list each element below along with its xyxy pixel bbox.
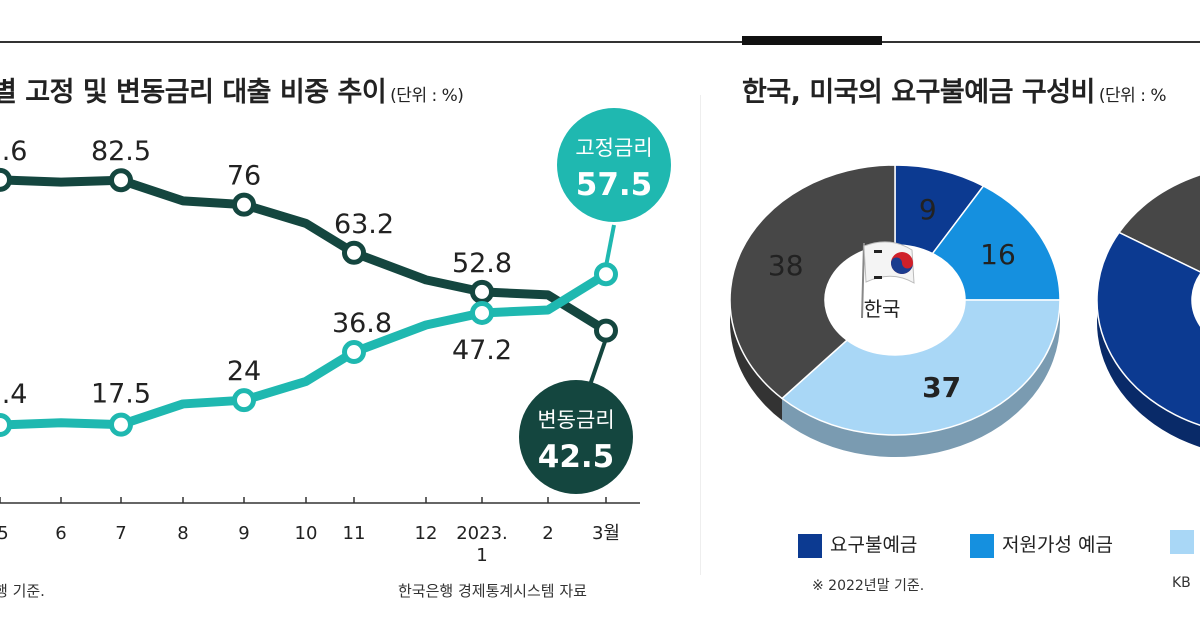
callout-float-value: 42.5 [538, 439, 615, 475]
korea-flag-icon [861, 241, 915, 319]
series-1-label-6: 36.8 [332, 308, 392, 339]
x-tick-label-8: 2023. [456, 523, 508, 544]
right-chart-title-text: 한국, 미국의 요구불예금 구성비 [742, 77, 1095, 108]
left-chart-unit: (단위 : %) [390, 86, 464, 106]
x-tick-label-10: 3월 [592, 523, 620, 544]
series-1-point-6 [342, 340, 366, 365]
x-tick-label-5: 10 [295, 523, 318, 544]
callout-fixed-leader [604, 224, 616, 267]
panel-divider [700, 95, 701, 575]
series-0-point-0 [0, 167, 12, 192]
series-1-point-2 [109, 412, 133, 437]
series-1-label-0: 7.4 [0, 379, 27, 410]
flag-pole [861, 242, 865, 319]
callout-float-leader [588, 337, 608, 386]
section-marker-bar [742, 36, 882, 45]
flag-taeguk-blue [891, 257, 913, 274]
series-1-point-4 [232, 388, 256, 413]
pie1-hole [1192, 274, 1200, 326]
series-0-label-4: 76 [227, 161, 261, 192]
series-1-point-10 [594, 262, 618, 287]
legend-swatch-0 [798, 533, 822, 558]
series-0-label-8: 52.8 [452, 248, 512, 279]
legend-swatch-1 [970, 533, 994, 558]
right-chart-title: 한국, 미국의 요구불예금 구성비 (단위 : % [742, 70, 1167, 109]
top-rule [0, 41, 1200, 43]
pie0-slice-label-0: 9 [919, 193, 937, 226]
left-source: 한국은행 경제통계시스템 자료 [398, 582, 587, 600]
x-tick-label-4: 9 [238, 523, 249, 544]
x-tick-label-0: 5 [0, 523, 9, 544]
x-tick-label-1: 6 [55, 523, 66, 544]
legend-label-1: 저원가성 예금 [1002, 534, 1113, 556]
series-0-point-8 [470, 279, 494, 304]
pie1-slice-0 [1117, 174, 1200, 273]
legend-label-0: 요구불예금 [830, 534, 918, 556]
series-0-point-10 [594, 318, 618, 343]
left-chart-title: 별 고정 및 변동금리 대출 비중 추이 (단위 : %) [0, 70, 464, 109]
callout-float-bubble [519, 380, 633, 494]
legend-swatch-2 [1170, 530, 1194, 554]
callout-float-name: 변동금리 [537, 408, 614, 432]
legend-item-1: 저원가성 예금 [970, 530, 1113, 558]
pie1-slice-side-3 [1097, 232, 1200, 448]
x-tick-label-9: 2 [542, 523, 553, 544]
left-chart-title-text: 별 고정 및 변동금리 대출 비중 추이 [0, 77, 387, 108]
pie0-slice-label-3: 38 [768, 249, 804, 282]
series-0-point-4 [232, 192, 256, 217]
right-source: KB [1172, 575, 1191, 591]
series-1-point-8 [470, 300, 494, 325]
flag-trigram-1 [874, 250, 882, 253]
pie0-slice-label-2: 37 [922, 371, 961, 404]
series-0-point-6 [342, 240, 366, 265]
series-line-1 [0, 269, 611, 430]
series-0-label-2: 82.5 [91, 136, 151, 167]
series-1-label-8: 47.2 [452, 335, 512, 366]
callout-fixed-name: 고정금리 [575, 136, 652, 160]
pie0-center-label: 한국 [864, 297, 901, 321]
series-0-label-0: 2.6 [0, 136, 27, 167]
callout-fixed-bubble [557, 108, 671, 222]
pie0-slice-side-2 [782, 300, 1060, 457]
x-tick-label-8-line2: 1 [476, 545, 487, 566]
legend-item-2 [1170, 530, 1200, 554]
pie0-hole [825, 245, 965, 355]
left-footnote: 행 기준. [0, 582, 45, 600]
x-tick-label-2: 7 [115, 523, 126, 544]
series-1-label-2: 17.5 [91, 379, 151, 410]
x-tick-label-7: 12 [415, 523, 438, 544]
callout-fixed-value: 57.5 [576, 167, 653, 203]
right-chart-unit: (단위 : % [1098, 86, 1167, 106]
legend-item-0: 요구불예금 [798, 530, 917, 558]
series-0-label-6: 63.2 [334, 209, 394, 240]
series-0-point-2 [109, 168, 133, 193]
pie0-slice-label-1: 16 [980, 238, 1016, 271]
right-footnote: ※ 2022년말 기준. [812, 578, 925, 594]
x-tick-label-6: 11 [343, 523, 366, 544]
series-line-0 [0, 175, 611, 336]
series-1-point-0 [0, 413, 12, 437]
series-1-label-4: 24 [227, 356, 261, 387]
pie1-slice-3 [1096, 231, 1200, 426]
flag-trigram-2 [874, 276, 882, 279]
x-tick-label-3: 8 [177, 523, 188, 544]
